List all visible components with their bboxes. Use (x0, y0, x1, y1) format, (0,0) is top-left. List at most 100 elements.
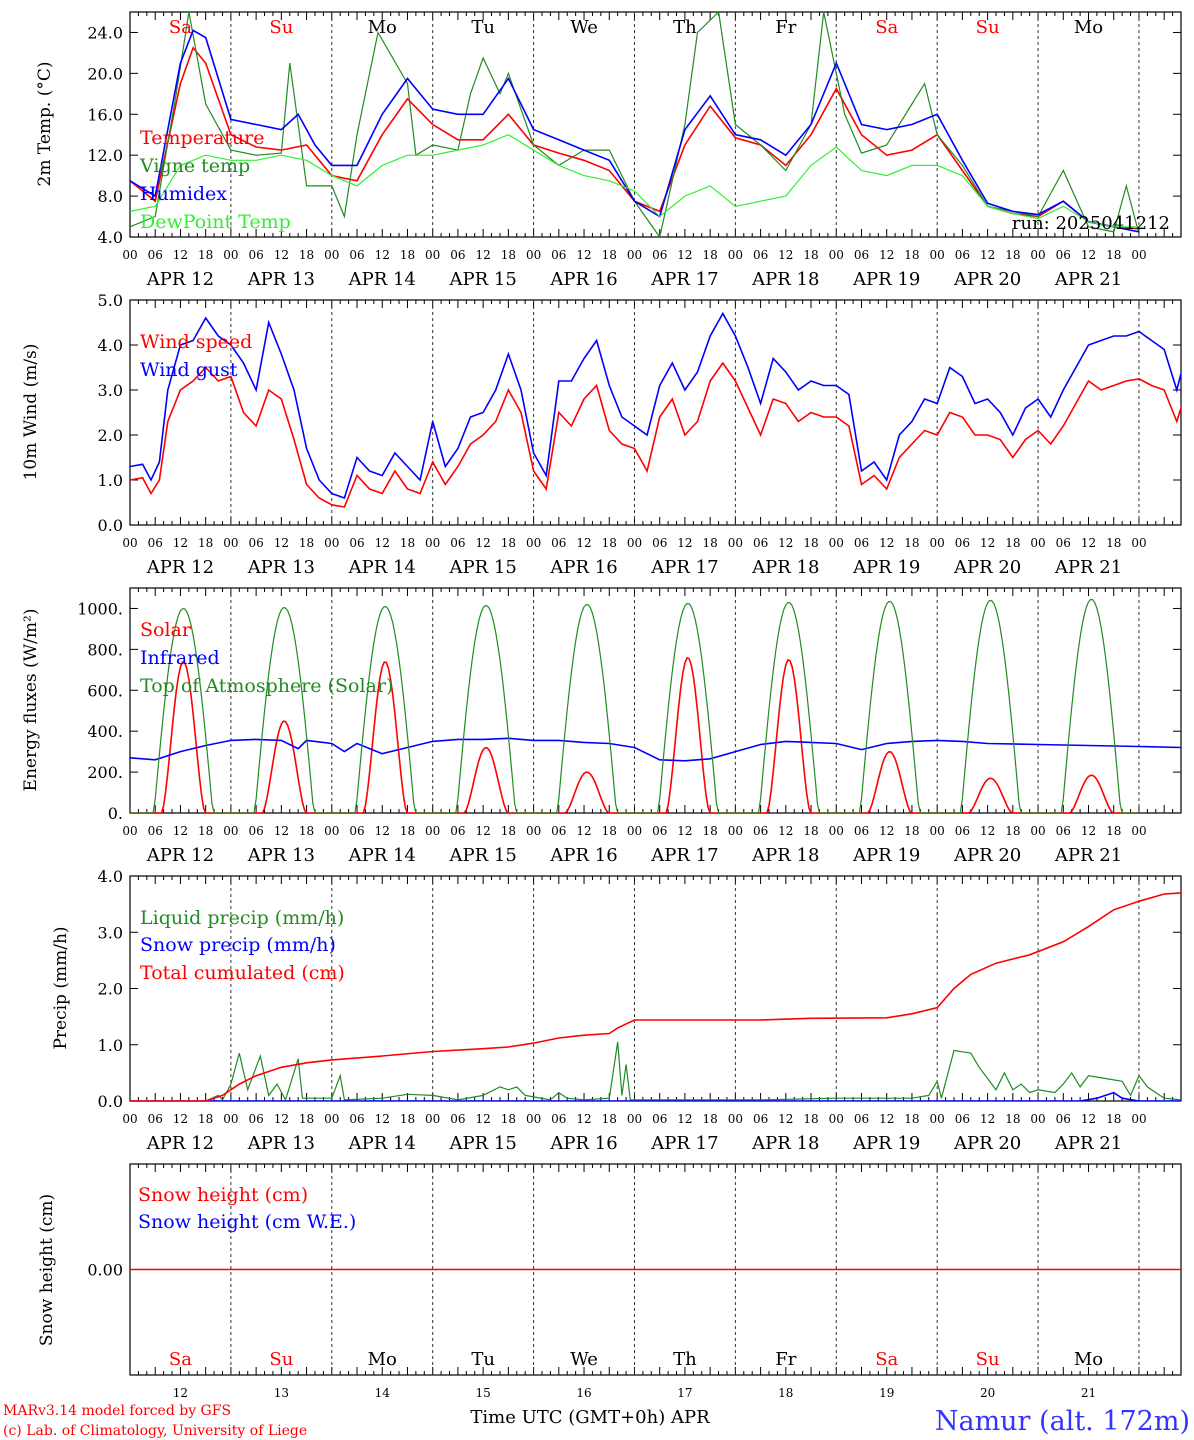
hour-label: 00 (1030, 824, 1045, 838)
hour-label: 18 (602, 824, 617, 838)
date-label: APR 20 (953, 1133, 1021, 1154)
day-name: Fr (775, 17, 796, 38)
hour-label: 18 (1005, 536, 1020, 550)
day-number: 21 (1081, 1386, 1096, 1400)
hour-label: 12 (475, 824, 490, 838)
hour-label: 00 (324, 1112, 339, 1126)
hour-label: 00 (1030, 536, 1045, 550)
hour-label: 18 (1106, 824, 1121, 838)
legend-entry: Snow height (cm) (138, 1184, 308, 1206)
hour-label: 18 (198, 1112, 213, 1126)
plot-frame (129, 11, 1182, 238)
date-label: APR 21 (1054, 845, 1122, 866)
hour-label: 00 (425, 1112, 440, 1126)
hour-label: 18 (400, 1112, 415, 1126)
hour-label: 12 (576, 536, 591, 550)
hour-label: 12 (475, 1112, 490, 1126)
legend-entry: Infrared (140, 647, 220, 669)
series-line-solar (130, 657, 1137, 813)
day-name: Mo (1074, 17, 1103, 38)
hour-label: 06 (955, 248, 970, 262)
hour-label: 06 (551, 536, 566, 550)
hour-label: 18 (299, 824, 314, 838)
hour-label: 18 (703, 536, 718, 550)
hour-label: 06 (248, 824, 263, 838)
hour-label: 18 (501, 536, 516, 550)
hour-label: 18 (904, 1112, 919, 1126)
date-label: APR 15 (448, 845, 516, 866)
date-label: APR 14 (348, 269, 416, 290)
day-name: Tu (471, 17, 495, 38)
hour-label: 00 (324, 824, 339, 838)
y-axis-label: 10m Wind (m/s) (21, 344, 41, 481)
y-tick-label: 0.0 (98, 1092, 123, 1111)
hour-label: 00 (829, 1112, 844, 1126)
hour-label: 00 (122, 536, 137, 550)
date-label: APR 12 (146, 269, 214, 290)
date-label: APR 17 (650, 1133, 718, 1154)
hour-label: 00 (122, 1112, 137, 1126)
hour-label: 00 (1131, 536, 1146, 550)
y-tick-label: 4.0 (98, 336, 123, 355)
hour-label: 00 (425, 824, 440, 838)
hour-label: 06 (450, 824, 465, 838)
hour-label: 12 (375, 248, 390, 262)
y-tick-label: 20.0 (87, 64, 123, 83)
y-tick-label: 4.0 (98, 867, 123, 886)
y-tick-label: 24.0 (87, 23, 123, 42)
hour-label: 00 (930, 248, 945, 262)
legend-entry: Vigne temp (139, 155, 250, 177)
hour-label: 18 (299, 248, 314, 262)
hour-label: 06 (248, 248, 263, 262)
hour-label: 12 (274, 536, 289, 550)
hour-label: 12 (274, 248, 289, 262)
hour-label: 18 (602, 1112, 617, 1126)
hour-label: 18 (904, 248, 919, 262)
hour-label: 18 (703, 1112, 718, 1126)
hour-label: 18 (1005, 824, 1020, 838)
date-label: APR 12 (146, 1133, 214, 1154)
hour-label: 18 (803, 536, 818, 550)
date-label: APR 17 (650, 557, 718, 578)
date-label: APR 18 (751, 845, 819, 866)
hour-label: 18 (1106, 536, 1121, 550)
hour-label: 06 (349, 824, 364, 838)
series-line-total-cumulated-cm- (130, 892, 1181, 1101)
hour-label: 12 (980, 248, 995, 262)
hour-label: 18 (198, 536, 213, 550)
hour-label: 12 (879, 824, 894, 838)
hour-label: 06 (1056, 1112, 1071, 1126)
y-tick-label: 3.0 (98, 381, 123, 400)
hour-label: 12 (475, 248, 490, 262)
date-label: APR 17 (650, 269, 718, 290)
hour-label: 12 (576, 1112, 591, 1126)
hour-label: 06 (854, 824, 869, 838)
run-annotation: run: 2025041212 (1012, 213, 1170, 234)
y-tick-label: 600. (87, 681, 123, 700)
series-line-infrared (130, 737, 1181, 762)
legend-entry: Solar (140, 619, 192, 641)
hour-label: 18 (904, 824, 919, 838)
day-name: Mo (368, 1349, 397, 1370)
hour-label: 06 (854, 536, 869, 550)
hour-label: 06 (349, 536, 364, 550)
date-label: APR 15 (448, 557, 516, 578)
hour-label: 00 (223, 536, 238, 550)
hour-label: 00 (627, 824, 642, 838)
hour-label: 12 (778, 824, 793, 838)
day-name: Th (673, 1349, 697, 1370)
hour-label: 00 (425, 248, 440, 262)
day-name: Th (673, 17, 697, 38)
hour-label: 06 (955, 536, 970, 550)
hour-label: 00 (122, 824, 137, 838)
y-tick-label: 0. (108, 804, 123, 823)
plot-frame (129, 299, 1182, 526)
hour-label: 12 (173, 248, 188, 262)
hour-label: 12 (980, 536, 995, 550)
hour-label: 12 (576, 248, 591, 262)
hour-label: 00 (526, 1112, 541, 1126)
hour-label: 00 (223, 248, 238, 262)
hour-label: 06 (652, 248, 667, 262)
hour-label: 00 (223, 1112, 238, 1126)
